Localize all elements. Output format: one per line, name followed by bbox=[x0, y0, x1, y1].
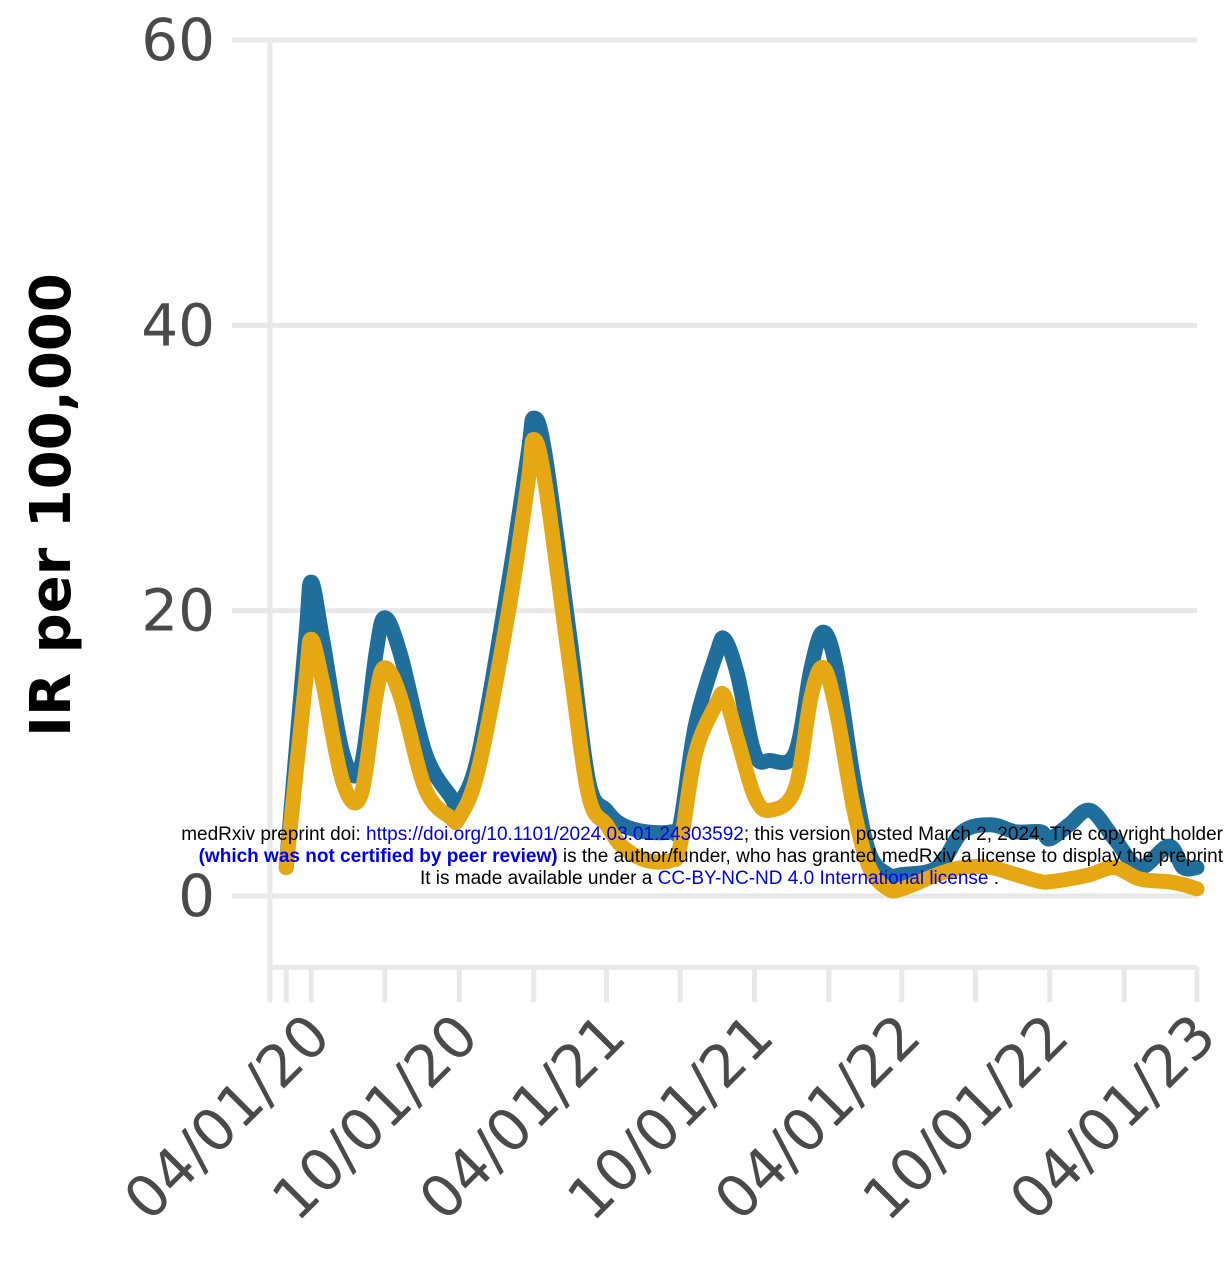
peer-review-note: (which was not certified by peer review) bbox=[199, 846, 558, 867]
y-tick-label: 40 bbox=[141, 291, 215, 359]
watermark-doi-prefix: medRxiv preprint doi: bbox=[181, 824, 366, 845]
watermark-license-text: is the author/funder, who has granted me… bbox=[558, 846, 1223, 867]
x-axis bbox=[270, 967, 1197, 1002]
license-link[interactable]: CC-BY-NC-ND 4.0 International license bbox=[658, 868, 989, 889]
watermark-line-1: medRxiv preprint doi: https://doi.org/10… bbox=[0, 824, 1229, 846]
doi-link[interactable]: https://doi.org/10.1101/2024.03.01.24303… bbox=[366, 824, 744, 845]
x-tick-labels: 04/01/2010/01/2004/01/2110/01/2104/01/22… bbox=[111, 1001, 1229, 1233]
medrxiv-watermark: medRxiv preprint doi: https://doi.org/10… bbox=[0, 824, 1229, 890]
y-tick-label: 20 bbox=[141, 577, 215, 645]
watermark-line-2: (which was not certified by peer review)… bbox=[0, 846, 1229, 868]
y-axis-label: IR per 100,000 bbox=[19, 273, 84, 737]
series-layer bbox=[286, 418, 1197, 891]
watermark-available-text: It is made available under a bbox=[420, 868, 658, 889]
watermark-end-text: . bbox=[988, 868, 999, 889]
series-line-1 bbox=[286, 418, 1197, 876]
watermark-posted-text: ; this version posted March 2, 2024. The… bbox=[744, 824, 1223, 845]
watermark-line-3: It is made available under a CC-BY-NC-ND… bbox=[0, 868, 1229, 890]
y-tick-label: 60 bbox=[141, 6, 215, 74]
